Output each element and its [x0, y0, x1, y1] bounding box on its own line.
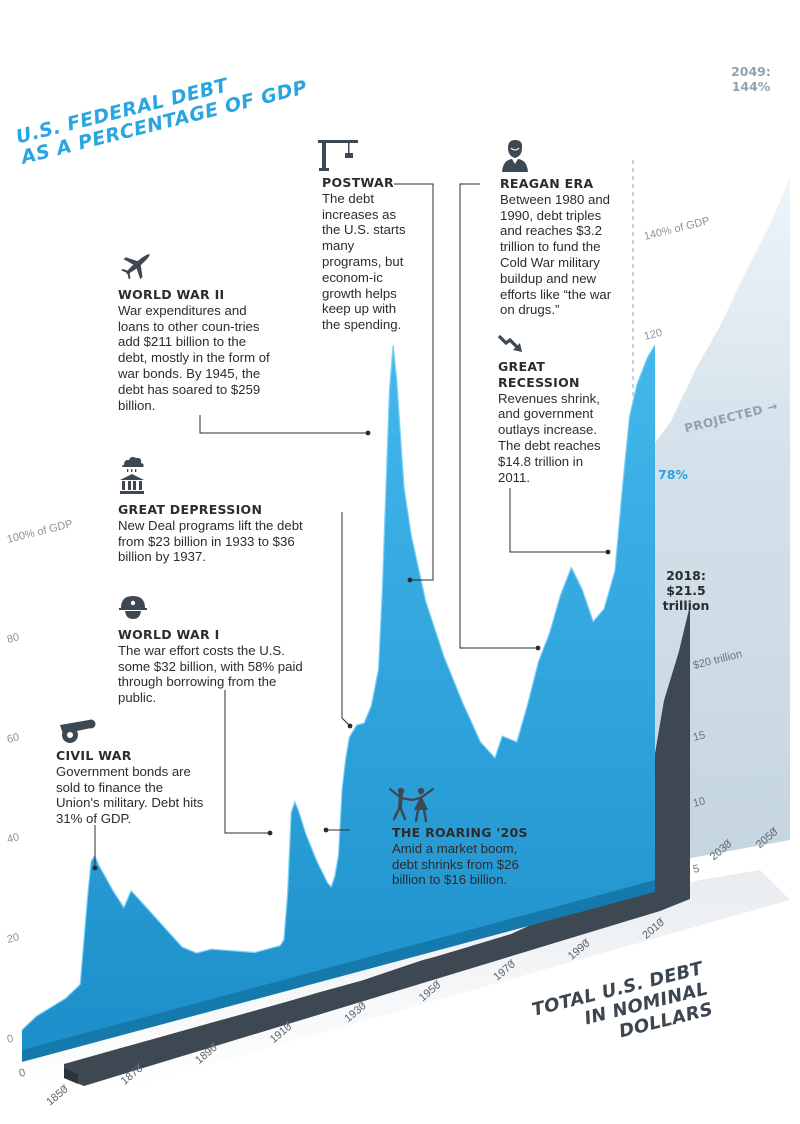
label-78-percent: 78% — [658, 467, 688, 482]
reagan-portrait-icon — [502, 140, 528, 172]
leader-line — [509, 488, 608, 553]
annotation-postwar-heading: POSTWAR — [322, 175, 394, 190]
leader-line — [394, 183, 434, 581]
annotation-great-depression: GREAT DEPRESSION New Deal programs lift … — [118, 502, 328, 565]
nominal-y-tick-label: 0 — [18, 1067, 27, 1080]
annotation-civil-war: CIVIL WAR Government bonds are sold to f… — [56, 748, 206, 827]
annotation-twenties-heading: THE ROARING '20S — [392, 825, 528, 840]
leader-dot — [407, 577, 413, 583]
annotation-wwii-heading: WORLD WAR II — [118, 287, 225, 302]
airplane-icon — [121, 254, 150, 279]
y-tick-label: 100% of GDP — [6, 518, 74, 546]
leader-dot — [267, 830, 273, 836]
gdp-area-front — [22, 345, 655, 1050]
label-2049: 2049: 144% — [728, 64, 774, 94]
leader-dot — [92, 865, 98, 871]
crane-icon — [318, 140, 358, 171]
y-tick-label: 60 — [6, 731, 21, 746]
annotation-depression-heading: GREAT DEPRESSION — [118, 502, 263, 517]
y-tick-label-upper: 120 — [643, 327, 664, 343]
annotation-reagan-era: REAGAN ERA Between 1980 and 1990, debt t… — [500, 176, 625, 318]
nominal-y-tick-label: 5 — [692, 863, 701, 876]
label-2049-year: 2049: — [731, 64, 771, 79]
annotation-wwi-heading: WORLD WAR I — [118, 627, 220, 642]
leader-dot — [323, 827, 329, 833]
down-trend-arrow-icon — [497, 334, 522, 352]
annotation-roaring-20s: THE ROARING '20S Amid a market boom, deb… — [392, 825, 542, 888]
leader-dot — [605, 549, 611, 555]
leader-dot — [535, 645, 541, 651]
annotation-postwar: POSTWAR The debt increases as the U.S. s… — [322, 175, 412, 333]
label-2018-value: $21.5 — [666, 583, 706, 598]
y-tick-label-upper: 140% of GDP — [643, 215, 711, 243]
annotation-wwii-body: War expenditures and loans to other coun… — [118, 302, 270, 413]
annotation-depression-body: New Deal programs lift the debt from $23… — [118, 517, 303, 565]
rain-cloud-bank-icon — [120, 456, 144, 494]
label-2049-value: 144% — [731, 79, 771, 94]
annotation-civil-war-body: Government bonds are sold to finance the… — [56, 763, 204, 827]
y-tick-label: 80 — [6, 631, 21, 646]
annotation-leader-lines — [92, 183, 611, 871]
label-2018-year: 2018: — [666, 568, 706, 583]
y-tick-label: 20 — [6, 931, 21, 946]
annotation-wwii: WORLD WAR II War expenditures and loans … — [118, 287, 278, 413]
nominal-y-tick-label: 15 — [692, 729, 707, 744]
leader-line — [199, 415, 368, 434]
nominal-y-tick-label: 10 — [692, 795, 707, 810]
y-tick-label: 0 — [6, 1033, 15, 1046]
annotation-recession-body: Revenues shrink, and government outlays … — [498, 390, 601, 485]
label-2018: 2018: $21.5 trillion — [662, 568, 710, 613]
leader-dot — [365, 430, 371, 436]
annotation-great-recession: GREAT RECESSION Revenues shrink, and gov… — [498, 359, 618, 485]
cannon-icon — [60, 719, 96, 743]
leader-dot — [347, 723, 353, 729]
y-tick-label: 40 — [6, 831, 21, 846]
nominal-debt-side — [64, 1068, 78, 1084]
annotation-reagan-body: Between 1980 and 1990, debt triples and … — [500, 191, 612, 318]
annotation-twenties-body: Amid a market boom, debt shrinks from $2… — [392, 840, 519, 888]
annotation-recession-heading: GREAT RECESSION — [498, 359, 580, 390]
annotation-reagan-heading: REAGAN ERA — [500, 176, 594, 191]
leader-line — [224, 690, 270, 834]
annotation-wwi-body: The war effort costs the U.S. some $32 b… — [118, 642, 303, 706]
debt-gdp-area — [21, 344, 656, 1062]
label-2018-unit: trillion — [662, 598, 710, 613]
soldier-helmet-icon — [119, 596, 147, 619]
leader-line — [341, 512, 351, 727]
dancing-couple-icon — [388, 787, 435, 823]
annotation-postwar-body: The debt increases as the U.S. starts ma… — [322, 190, 406, 333]
nominal-debt-shape — [64, 605, 690, 1086]
gdp-area-highlight — [21, 344, 656, 1031]
leader-line — [459, 183, 538, 649]
annotation-civil-war-heading: CIVIL WAR — [56, 748, 132, 763]
annotation-wwi: WORLD WAR I The war effort costs the U.S… — [118, 627, 308, 706]
